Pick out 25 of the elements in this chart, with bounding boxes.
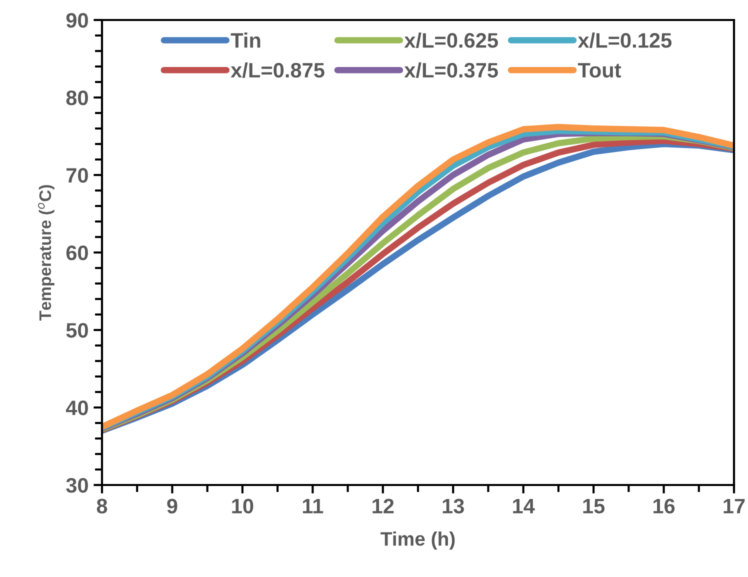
x-tick-label: 9 (167, 498, 178, 514)
legend-label: x/L=0.875 (230, 62, 324, 78)
legend-label: x/L=0.375 (404, 62, 498, 78)
x-tick-label: 17 (724, 498, 745, 514)
x-tick-label: 16 (654, 498, 675, 514)
y-tick-label: 50 (66, 323, 88, 338)
y-tick-label: 80 (66, 90, 88, 106)
y-tick-label: 30 (66, 478, 88, 493)
legend-label: Tout (578, 63, 622, 78)
y-axis-title: Temperature ($^{o}$C) (38, 185, 54, 321)
y-tick-label: 90 (66, 13, 88, 28)
y-tick-label: 70 (66, 168, 88, 183)
legend-label: Tin (230, 32, 260, 48)
x-tick-label: 15 (583, 498, 605, 514)
x-tick-label: 13 (442, 498, 464, 514)
y-tick-label: 40 (66, 400, 88, 416)
x-tick-label: 10 (232, 498, 254, 514)
y-tick-label: 60 (66, 246, 88, 260)
x-tick-label: 11 (302, 498, 324, 514)
legend-label: x/L=0.625 (404, 32, 498, 48)
x-tick-label: 14 (513, 498, 535, 514)
x-tick-label: 12 (372, 498, 394, 514)
legend-label: x/L=0.125 (578, 32, 672, 48)
x-axis-title: Time (h) (380, 532, 455, 550)
x-tick-label: 8 (96, 498, 108, 514)
